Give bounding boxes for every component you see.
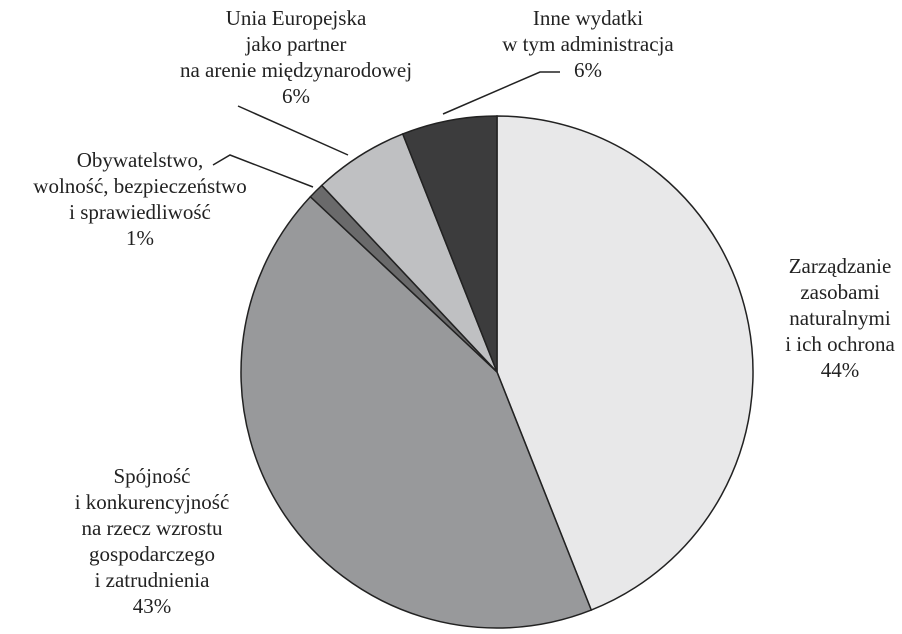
- value-label: 44%: [821, 358, 860, 382]
- slice-label: w tym administracja: [502, 32, 674, 56]
- slice-label: zasobami: [800, 280, 879, 304]
- slice-label: Inne wydatki: [533, 6, 643, 30]
- slice-label: Zarządzanie: [789, 254, 892, 278]
- pie-slice: [496, 115, 754, 611]
- slice-label: na arenie międzynarodowej: [180, 58, 412, 82]
- value-label: 1%: [126, 226, 154, 250]
- pie-slice: [401, 115, 498, 373]
- slice-label: wolność, bezpieczeństwo: [33, 174, 246, 198]
- pie-slice: [240, 195, 593, 629]
- leader-line: [237, 105, 349, 156]
- slice-label: i sprawiedliwość: [69, 200, 211, 224]
- value-label: 6%: [574, 58, 602, 82]
- slice-label: jako partner: [245, 32, 347, 56]
- slice-label: i ich ochrona: [785, 332, 895, 356]
- leader-line: [212, 154, 314, 188]
- slice-label: Obywatelstwo,: [77, 148, 204, 172]
- slice-label: na rzecz wzrostu: [81, 516, 223, 540]
- value-label: 6%: [282, 84, 310, 108]
- slice-label: naturalnymi: [789, 306, 891, 330]
- value-label: 43%: [133, 594, 172, 618]
- slice-label: Unia Europejska: [226, 6, 367, 30]
- slice-label: i zatrudnienia: [95, 568, 211, 592]
- slice-label: gospodarczego: [89, 542, 215, 566]
- leader-lines: [212, 71, 560, 188]
- slice-label: Spójność: [113, 464, 190, 488]
- slice-label: i konkurencyjność: [75, 490, 230, 514]
- pie: [240, 115, 754, 629]
- leader-line: [442, 71, 560, 115]
